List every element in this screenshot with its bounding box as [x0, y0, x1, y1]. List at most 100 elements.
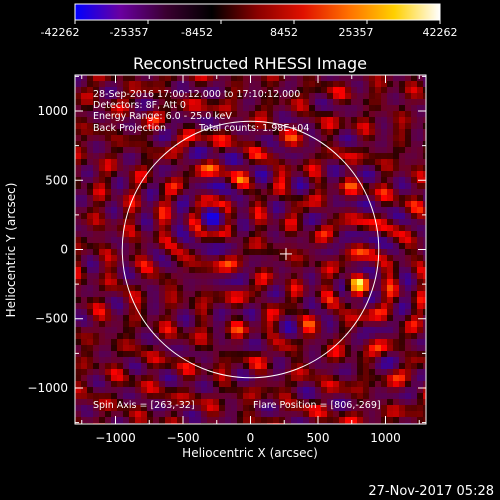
heatmap-cell: [381, 327, 388, 334]
heatmap-cell: [99, 99, 106, 106]
heatmap-cell: [393, 327, 400, 334]
heatmap-cell: [267, 207, 274, 214]
heatmap-cell: [225, 369, 232, 376]
heatmap-cell: [93, 357, 100, 364]
heatmap-cell: [171, 171, 178, 178]
heatmap-cell: [273, 363, 280, 370]
heatmap-cell: [255, 285, 262, 292]
heatmap-cell: [165, 87, 172, 94]
heatmap-cell: [351, 339, 358, 346]
heatmap-cell: [357, 261, 364, 268]
heatmap-cell: [357, 75, 364, 82]
heatmap-cell: [141, 249, 148, 256]
heatmap-cell: [105, 105, 112, 112]
heatmap-cell: [141, 75, 148, 82]
heatmap-cell: [351, 393, 358, 400]
annotation-time: 28-Sep-2016 17:00:12.000 to 17:10:12.000: [93, 89, 300, 100]
heatmap-cell: [129, 219, 136, 226]
heatmap-cell: [231, 369, 238, 376]
heatmap-cell: [189, 315, 196, 322]
heatmap-cell: [291, 405, 298, 412]
heatmap-cell: [207, 75, 214, 82]
heatmap-cell: [165, 297, 172, 304]
heatmap-cell: [183, 345, 190, 352]
heatmap-cell: [369, 375, 376, 382]
heatmap-cell: [363, 357, 370, 364]
heatmap-cell: [135, 141, 142, 148]
heatmap-cell: [285, 189, 292, 196]
heatmap-cell: [315, 273, 322, 280]
heatmap-cell: [297, 147, 304, 154]
heatmap-cell: [357, 99, 364, 106]
heatmap-cell: [93, 195, 100, 202]
heatmap-cell: [345, 273, 352, 280]
heatmap-cell: [129, 363, 136, 370]
heatmap-cell: [249, 135, 256, 142]
heatmap-cell: [399, 279, 406, 286]
heatmap-cell: [93, 147, 100, 154]
heatmap-cell: [327, 345, 334, 352]
heatmap-cell: [159, 261, 166, 268]
heatmap-cell: [297, 87, 304, 94]
heatmap-cell: [111, 219, 118, 226]
heatmap-cell: [153, 201, 160, 208]
heatmap-cell: [279, 267, 286, 274]
heatmap-cell: [183, 219, 190, 226]
heatmap-cell: [93, 285, 100, 292]
heatmap-cell: [159, 93, 166, 100]
heatmap-cell: [249, 351, 256, 358]
heatmap-cell: [297, 99, 304, 106]
heatmap-cell: [177, 219, 184, 226]
heatmap-cell: [87, 267, 94, 274]
heatmap-cell: [381, 177, 388, 184]
heatmap-cell: [189, 75, 196, 82]
heatmap-cell: [111, 177, 118, 184]
heatmap-cell: [399, 147, 406, 154]
heatmap-cell: [405, 129, 412, 136]
heatmap-cell: [351, 165, 358, 172]
heatmap-cell: [327, 165, 334, 172]
heatmap-cell: [285, 357, 292, 364]
heatmap-cell: [201, 399, 208, 406]
heatmap-cell: [333, 375, 340, 382]
heatmap-cell: [81, 123, 88, 130]
heatmap-cell: [75, 387, 82, 394]
heatmap-cell: [195, 147, 202, 154]
heatmap-cell: [423, 345, 426, 352]
heatmap-cell: [291, 243, 298, 250]
heatmap-cell: [411, 255, 418, 262]
heatmap-cell: [213, 171, 220, 178]
heatmap-cell: [75, 219, 82, 226]
heatmap-cell: [417, 261, 424, 268]
heatmap-cell: [189, 201, 196, 208]
heatmap-cell: [117, 351, 124, 358]
heatmap-cell: [321, 357, 328, 364]
heatmap-cell: [213, 261, 220, 268]
heatmap-cell: [219, 75, 226, 82]
heatmap-cell: [339, 357, 346, 364]
heatmap-cell: [75, 81, 82, 88]
heatmap-cell: [411, 207, 418, 214]
heatmap-cell: [249, 189, 256, 196]
heatmap-cell: [369, 333, 376, 340]
heatmap-cell: [267, 165, 274, 172]
heatmap-cell: [351, 189, 358, 196]
heatmap-cell: [273, 201, 280, 208]
heatmap-cell: [135, 87, 142, 94]
heatmap-cell: [243, 189, 250, 196]
heatmap-cell: [183, 405, 190, 412]
heatmap-cell: [81, 231, 88, 238]
heatmap-cell: [321, 213, 328, 220]
heatmap-cell: [399, 297, 406, 304]
heatmap-cell: [405, 207, 412, 214]
heatmap-cell: [75, 123, 82, 130]
heatmap-cell: [207, 249, 214, 256]
heatmap-cell: [225, 387, 232, 394]
heatmap-cell: [279, 195, 286, 202]
heatmap-cell: [315, 399, 322, 406]
heatmap-cell: [303, 165, 310, 172]
heatmap-cell: [123, 309, 130, 316]
heatmap-cell: [297, 255, 304, 262]
heatmap-cell: [393, 291, 400, 298]
heatmap-cell: [105, 183, 112, 190]
